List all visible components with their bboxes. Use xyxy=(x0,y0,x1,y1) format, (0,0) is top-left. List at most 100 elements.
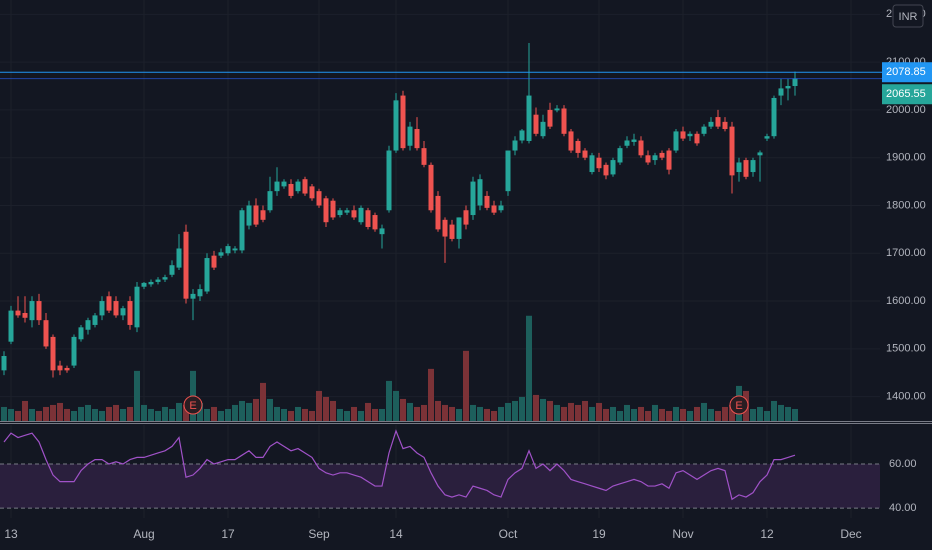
volume-bar xyxy=(631,408,637,421)
candle-body xyxy=(323,198,329,223)
volume-bar xyxy=(120,408,126,421)
candle-body xyxy=(372,215,378,230)
candle-body xyxy=(351,210,357,218)
rsi-band xyxy=(0,464,880,509)
volume-bar xyxy=(638,406,644,421)
candle-body xyxy=(561,108,567,134)
candle-body xyxy=(358,207,364,223)
candle-body xyxy=(708,121,714,127)
candle-body xyxy=(365,210,371,227)
volume-bar xyxy=(50,404,56,421)
candle-body xyxy=(50,336,56,371)
volume-bar xyxy=(337,408,343,421)
volume-bar xyxy=(428,368,434,421)
volume-bar xyxy=(526,315,532,421)
volume-bar xyxy=(281,408,287,421)
event-label: E xyxy=(189,400,196,412)
candle-body xyxy=(463,210,469,225)
candle-body xyxy=(274,181,280,192)
volume-bar xyxy=(792,408,798,421)
volume-bar xyxy=(512,400,518,421)
volume-bar xyxy=(22,400,28,421)
candle-body xyxy=(694,133,700,144)
price-line-label: 2078.85 xyxy=(886,66,926,78)
volume-bar xyxy=(29,408,35,421)
candle-body xyxy=(386,150,392,211)
candle-body xyxy=(260,210,266,220)
price-line-box xyxy=(882,62,932,83)
volume-bar xyxy=(309,410,315,421)
volume-bar xyxy=(288,410,294,421)
volume-bar xyxy=(659,408,665,421)
volume-bar xyxy=(414,406,420,421)
currency-box[interactable] xyxy=(892,4,924,28)
currency: INR xyxy=(899,11,918,23)
volume-bar xyxy=(204,408,210,421)
volume-bar xyxy=(162,406,168,421)
candle-body xyxy=(764,136,770,139)
candle-body xyxy=(533,114,539,134)
candle-body xyxy=(155,279,161,282)
y-tick-label: 2000.00 xyxy=(886,104,926,116)
volume-bar xyxy=(694,406,700,421)
candle-body xyxy=(771,97,777,137)
x-tick-label: 19 xyxy=(592,527,606,541)
volume-bar xyxy=(617,410,623,421)
candle-body xyxy=(743,160,749,177)
candle-body xyxy=(183,231,189,299)
volume-bar xyxy=(169,408,175,421)
volume-bar xyxy=(421,404,427,421)
y-tick-label: 1600.00 xyxy=(886,295,926,307)
candle-body xyxy=(288,183,294,196)
volume-bar xyxy=(645,410,651,421)
volume-bar xyxy=(757,406,763,421)
volume-bar xyxy=(71,410,77,421)
candle-body xyxy=(715,117,721,127)
candle-body xyxy=(113,301,119,316)
candle-body xyxy=(624,140,630,146)
volume-bar xyxy=(505,402,511,421)
candle-body xyxy=(750,160,756,173)
volume-bar xyxy=(64,408,70,421)
candle-body xyxy=(302,179,308,194)
volume-bar xyxy=(491,410,497,421)
volume-bar xyxy=(372,408,378,421)
candle-body xyxy=(92,315,98,325)
candle-body xyxy=(232,248,238,251)
volume-bar xyxy=(239,400,245,421)
volume-bar xyxy=(722,406,728,421)
volume-bar xyxy=(106,406,112,421)
volume-bar xyxy=(351,406,357,421)
volume-bar xyxy=(771,400,777,421)
volume-bar xyxy=(148,408,154,421)
volume-bar xyxy=(785,406,791,421)
rsi-tick-label: 60.00 xyxy=(889,458,917,470)
volume-bar xyxy=(127,406,133,421)
volume-bar xyxy=(596,402,602,421)
candle-body xyxy=(582,150,588,158)
candle-body xyxy=(435,195,441,230)
volume-bar xyxy=(764,410,770,421)
candle-body xyxy=(540,121,546,137)
volume-bar xyxy=(1,406,7,421)
candle-body xyxy=(239,210,245,251)
event-marker xyxy=(729,395,749,415)
x-tick-label: Aug xyxy=(133,527,154,541)
volume-bar xyxy=(610,406,616,421)
candle-body xyxy=(456,217,462,239)
candle-body xyxy=(680,131,686,139)
candle-body xyxy=(78,327,84,340)
candle-body xyxy=(568,131,574,151)
volume-bar xyxy=(582,400,588,421)
candle-body xyxy=(162,277,168,280)
candle-body xyxy=(281,181,287,187)
volume-bar xyxy=(8,408,14,421)
x-tick-label: 12 xyxy=(760,527,774,541)
candle-body xyxy=(204,258,210,292)
volume-bar xyxy=(134,370,140,421)
volume-bar xyxy=(365,402,371,421)
volume-bar xyxy=(78,406,84,421)
volume-bar xyxy=(232,404,238,421)
volume-bar xyxy=(85,404,91,421)
candle-body xyxy=(36,301,42,321)
